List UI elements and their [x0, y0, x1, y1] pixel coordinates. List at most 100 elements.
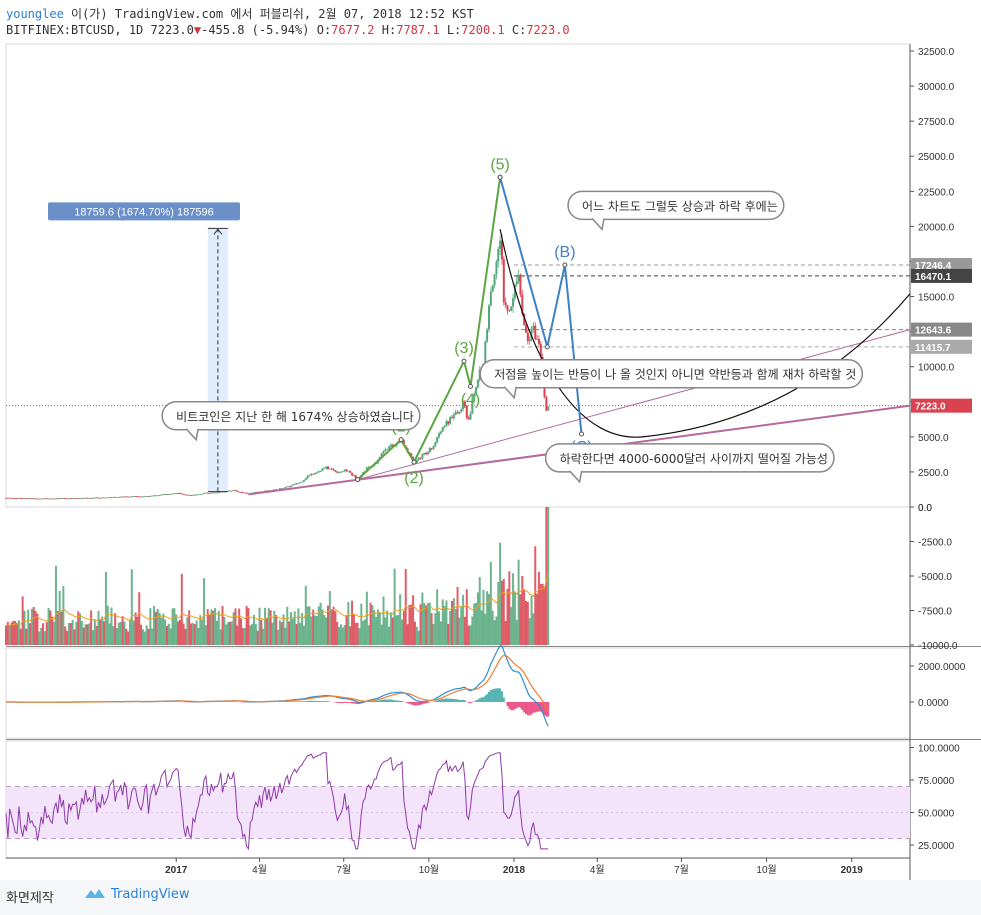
price-candle	[347, 470, 350, 472]
volume-bar	[84, 624, 87, 645]
annotation-box	[567, 190, 785, 221]
volume-bar	[21, 596, 24, 645]
price-candle	[16, 498, 19, 500]
volume-bar	[410, 604, 413, 645]
price-candle	[215, 492, 218, 494]
price-candle	[64, 498, 67, 500]
price-candle	[25, 498, 28, 500]
price-candle	[412, 456, 415, 460]
price-change: -455.8 (-5.94%)	[201, 23, 310, 37]
price-candle	[280, 488, 283, 490]
volume-bar	[191, 622, 194, 645]
price-candle	[75, 498, 78, 500]
price-candle	[510, 306, 513, 311]
volume-bar	[423, 603, 426, 645]
price-candle	[421, 454, 424, 459]
price-candle	[117, 496, 120, 498]
price-candle	[136, 496, 139, 498]
volume-bar	[247, 608, 250, 645]
macd-histogram-bar	[497, 688, 500, 702]
macd-histogram-bar	[506, 702, 509, 707]
volume-bar	[130, 569, 133, 645]
time-axis-tick-label: 4월	[590, 864, 605, 876]
volume-bar	[227, 622, 230, 645]
price-candle	[314, 473, 317, 475]
price-candle	[114, 496, 117, 498]
price-candle	[199, 493, 202, 495]
price-level-tag	[911, 398, 972, 413]
macd-histogram-bar	[476, 699, 479, 702]
price-candle	[234, 490, 237, 491]
macd-histogram-bar	[356, 702, 359, 705]
volume-bar	[278, 620, 281, 645]
price-candle	[432, 446, 435, 449]
macd-histogram-bar	[339, 702, 342, 704]
volume-bar	[506, 588, 509, 645]
volume-bar	[128, 620, 131, 645]
volume-bar	[482, 589, 485, 645]
rsi-axis-tick-label: 50.0000	[918, 809, 955, 820]
volume-bar	[534, 546, 537, 645]
price-candle	[5, 497, 7, 499]
price-level-label: 7223.0	[915, 402, 946, 413]
symbol-label[interactable]: BITFINEX:BTCUSD, 1D	[6, 23, 144, 37]
price-candle	[212, 492, 215, 494]
macd-histogram-bar	[413, 702, 416, 706]
price-level-tag	[911, 339, 972, 354]
volume-bar	[454, 609, 457, 645]
price-candle	[430, 448, 433, 449]
price-candle	[147, 495, 150, 497]
price-candle	[284, 487, 287, 489]
price-candle	[132, 496, 135, 498]
price-level-tag	[911, 322, 972, 337]
price-candle	[243, 492, 246, 494]
price-candle	[10, 497, 13, 499]
volume-bar	[428, 602, 431, 645]
volume-bar	[75, 622, 78, 645]
volume-bar	[16, 623, 19, 645]
price-candle	[523, 313, 526, 326]
volume-bar	[517, 559, 520, 645]
volume-bar	[447, 623, 450, 645]
volume-bar	[38, 631, 41, 645]
annotation-box	[479, 358, 864, 389]
price-candle	[238, 491, 241, 493]
volume-group	[5, 507, 550, 645]
price-candle	[476, 379, 479, 388]
price-level-label: 11415.7	[915, 343, 951, 354]
volume-bar	[217, 610, 220, 645]
macd-histogram-bar	[482, 697, 485, 702]
annotation-text: 비트코인은 지난 한 해 1674% 상승하였습니다	[176, 410, 414, 424]
price-candle	[508, 310, 511, 312]
price-candle	[301, 481, 304, 483]
volume-bar	[301, 613, 304, 645]
macd-histogram-bar	[334, 702, 337, 703]
price-candle	[141, 496, 144, 498]
volume-bar	[154, 611, 157, 645]
price-candle	[334, 470, 337, 472]
price-candle	[428, 448, 431, 453]
volume-bar	[415, 626, 418, 645]
volume-bar	[203, 578, 206, 645]
price-candle	[203, 493, 206, 494]
volume-bar	[345, 615, 348, 645]
volume-bar	[69, 623, 72, 645]
volume-bar	[393, 568, 396, 645]
brand-link[interactable]: TradingView	[84, 887, 190, 902]
price-candle	[499, 240, 502, 249]
price-candle	[434, 442, 437, 447]
price-candle	[67, 498, 70, 500]
price-axis-tick-label: 10000.0	[918, 363, 955, 374]
macd-histogram-bar	[299, 701, 302, 702]
volume-bar	[325, 617, 328, 645]
macd-histogram-bar	[419, 702, 422, 705]
macd-histogram-bar	[515, 702, 518, 709]
volume-bar	[293, 611, 296, 645]
price-candle	[73, 498, 76, 500]
author-name[interactable]: younglee	[6, 7, 64, 21]
volume-bar	[153, 605, 156, 645]
volume-bar	[91, 630, 94, 645]
volume-bar	[352, 614, 355, 645]
price-candle	[299, 482, 302, 484]
